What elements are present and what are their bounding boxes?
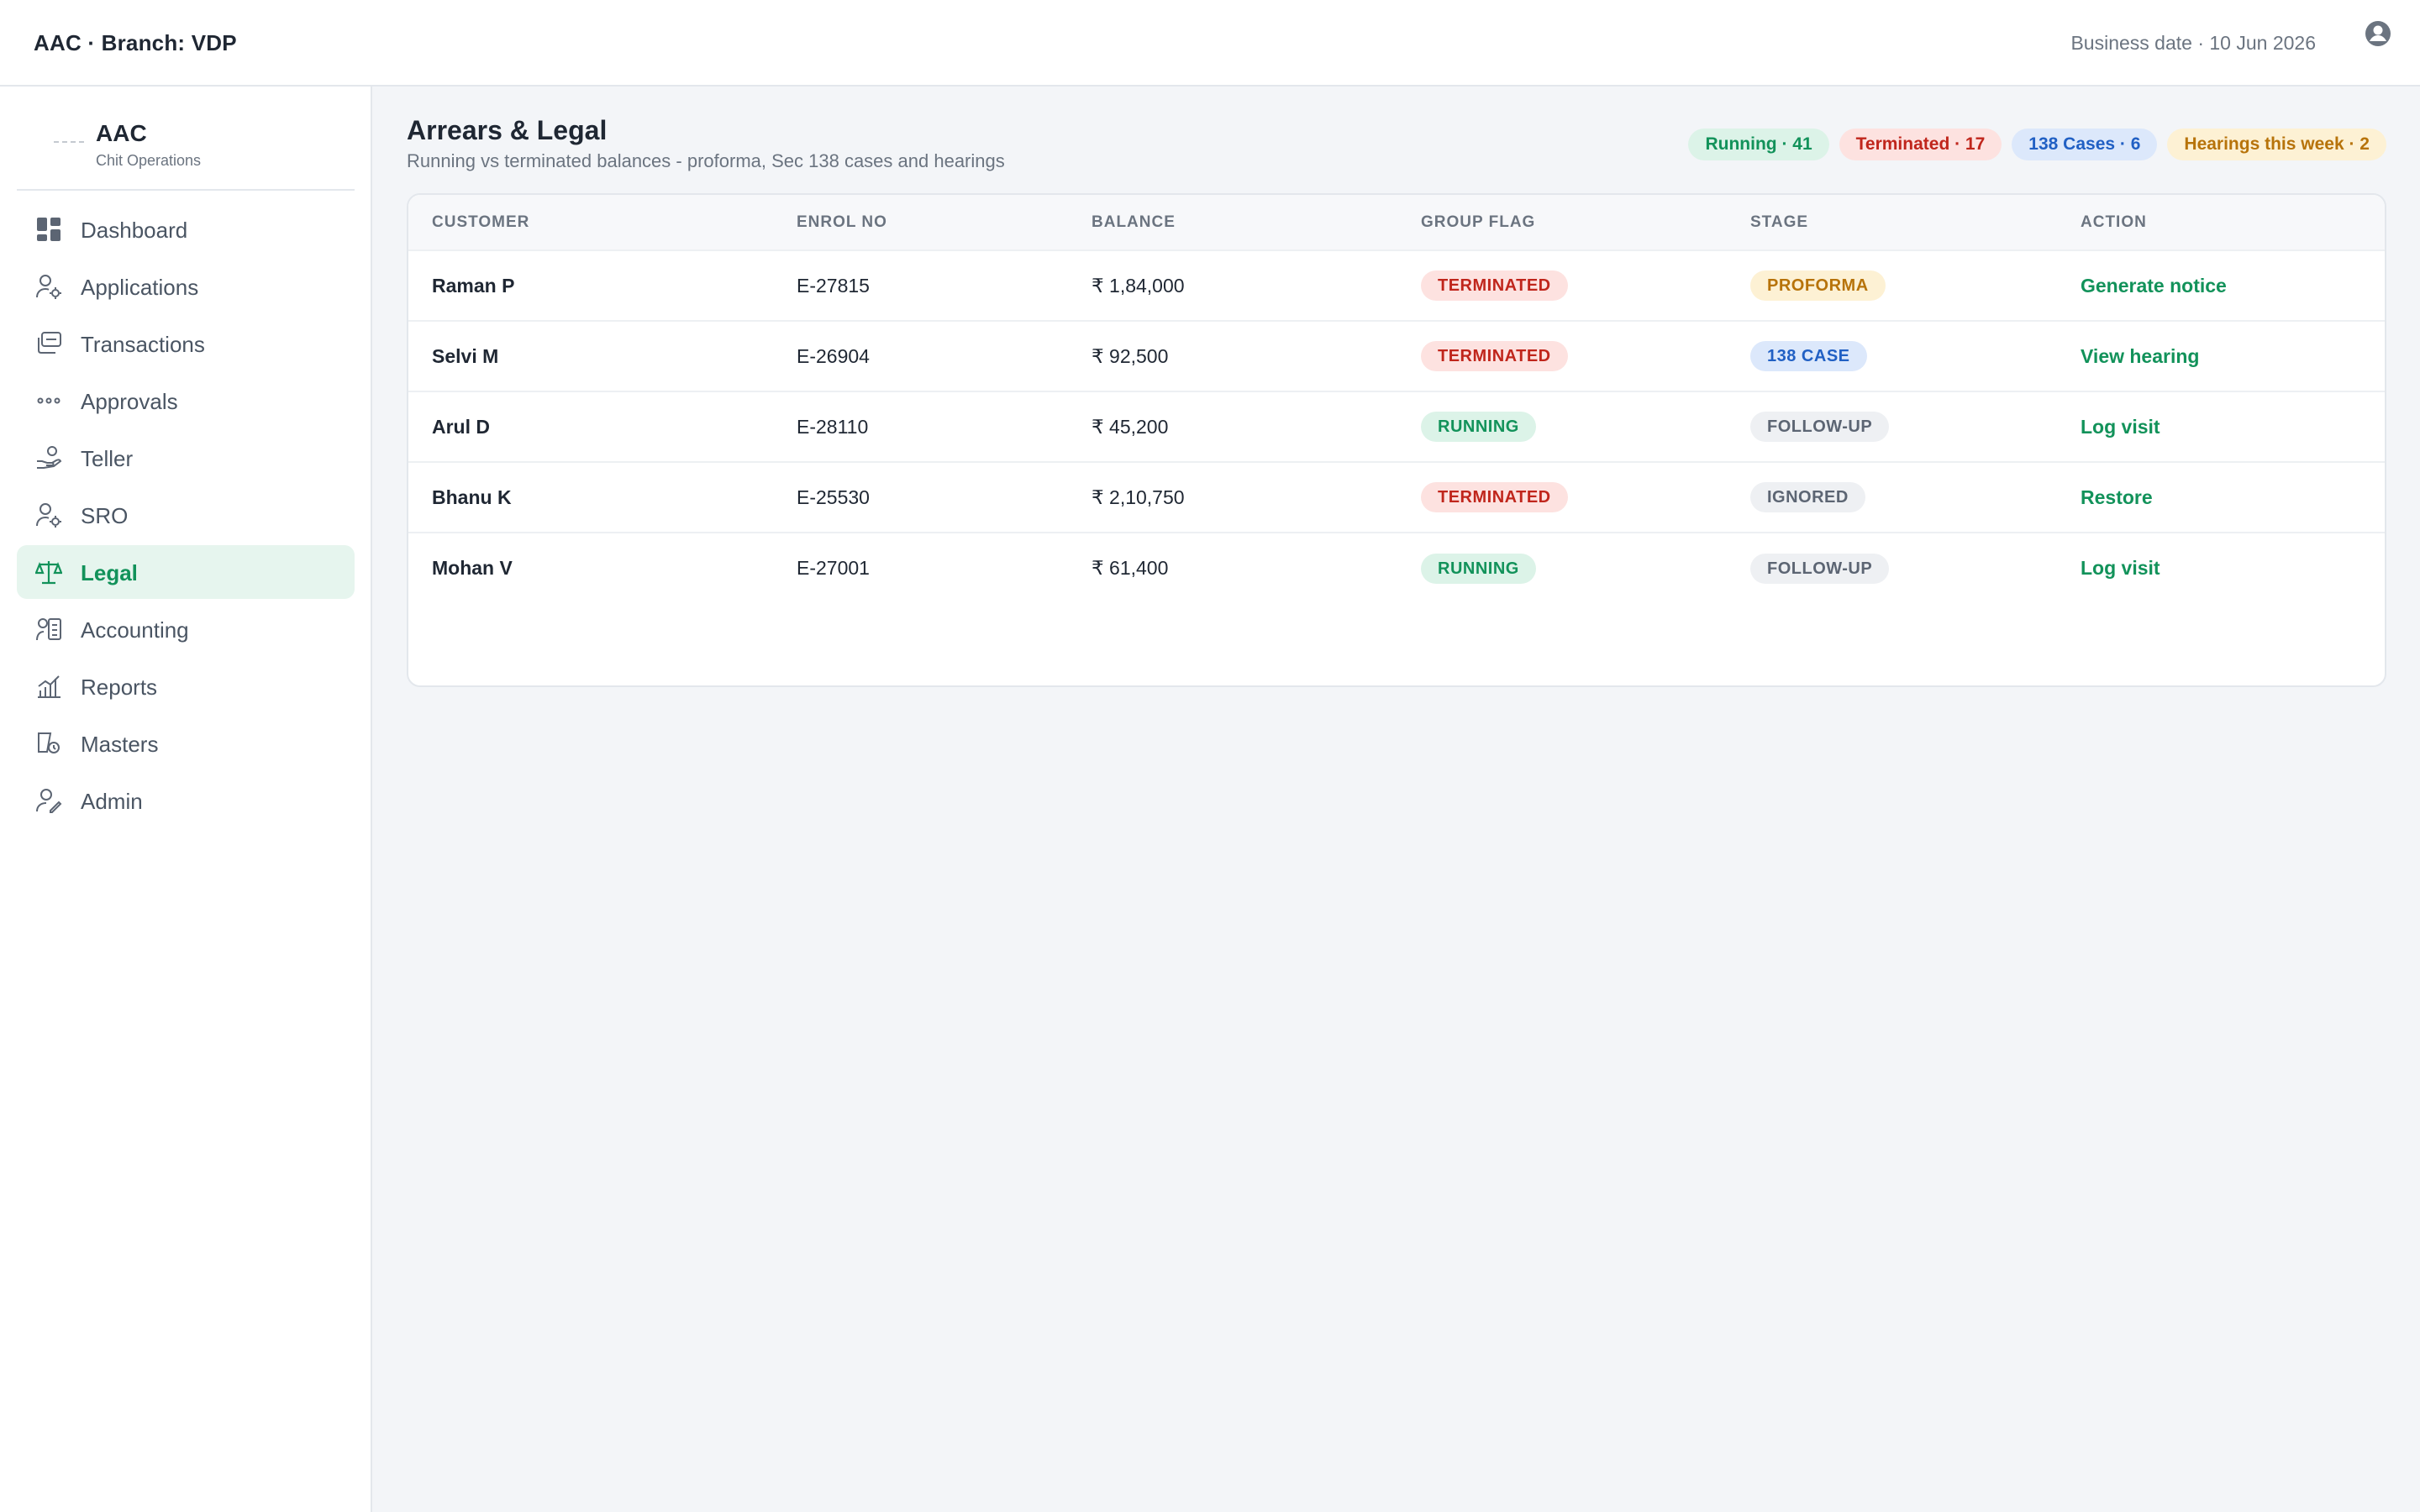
enrol-no: E-27815 xyxy=(797,274,870,297)
sidebar-item-label: Admin xyxy=(81,789,143,814)
table-row: Bhanu K E-25530 ₹ 2,10,750 TERMINATED IG… xyxy=(408,462,2385,533)
sidebar-item-label: Reports xyxy=(81,675,158,700)
chip-terminated: Terminated · 17 xyxy=(1839,129,2002,160)
dashboard-grid-icon xyxy=(37,218,60,241)
stage-badge: FOLLOW-UP xyxy=(1750,553,1890,584)
sidebar-nav: Dashboard Applications Transactions xyxy=(17,202,355,831)
log-visit-link[interactable]: Log visit xyxy=(2081,415,2160,438)
sidebar-item-dashboard[interactable]: Dashboard xyxy=(17,202,355,256)
enrol-no: E-27001 xyxy=(797,557,870,579)
balance: ₹ 61,400 xyxy=(1092,557,1169,579)
enrol-no: E-26904 xyxy=(797,344,870,367)
table-row: Mohan V E-27001 ₹ 61,400 RUNNING FOLLOW-… xyxy=(408,533,2385,603)
user-gear-icon xyxy=(36,503,61,528)
user-admin-icon xyxy=(36,789,62,813)
sidebar-item-legal[interactable]: Legal xyxy=(17,545,355,599)
group-flag-badge: RUNNING xyxy=(1421,553,1536,584)
table-header-row: CUSTOMER ENROL NO BALANCE GROUP FLAG STA… xyxy=(408,195,2385,250)
arrears-table: CUSTOMER ENROL NO BALANCE GROUP FLAG STA… xyxy=(408,195,2385,603)
hand-coin-icon xyxy=(37,446,62,469)
view-hearing-link[interactable]: View hearing xyxy=(2081,344,2200,367)
business-date: Business date · 10 Jun 2026 xyxy=(2070,32,2316,54)
sidebar-item-label: Dashboard xyxy=(81,218,188,243)
sidebar: AAC Chit Operations Dashboard Applicatio… xyxy=(0,87,372,1512)
sidebar-item-label: Approvals xyxy=(81,389,178,414)
table-row: Arul D E-28110 ₹ 45,200 RUNNING FOLLOW-U… xyxy=(408,391,2385,462)
sidebar-item-approvals[interactable]: Approvals xyxy=(17,374,355,428)
sidebar-item-accounting[interactable]: Accounting xyxy=(17,602,355,656)
sidebar-item-transactions[interactable]: Transactions xyxy=(17,317,355,370)
column-header-balance[interactable]: BALANCE xyxy=(1092,213,1176,231)
page-subtitle: Running vs terminated balances - proform… xyxy=(407,150,1005,171)
user-circle-icon[interactable] xyxy=(2363,18,2393,49)
column-header-group-flag[interactable]: GROUP FLAG xyxy=(1421,213,1536,231)
column-header-stage[interactable]: STAGE xyxy=(1750,213,1809,231)
arrears-table-card: CUSTOMER ENROL NO BALANCE GROUP FLAG STA… xyxy=(407,193,2386,687)
sidebar-item-label: Applications xyxy=(81,275,199,300)
transactions-icon xyxy=(38,332,61,354)
balance: ₹ 45,200 xyxy=(1092,415,1169,438)
customer-name: Raman P xyxy=(432,274,515,297)
ledger-icon xyxy=(36,618,61,641)
bar-chart-icon xyxy=(38,675,60,698)
sidebar-item-label: Legal xyxy=(81,560,138,585)
sidebar-item-reports[interactable]: Reports xyxy=(17,659,355,713)
enrol-no: E-25530 xyxy=(797,486,870,508)
column-header-customer[interactable]: CUSTOMER xyxy=(432,213,530,231)
chip-hearings: Hearings this week · 2 xyxy=(2167,129,2386,160)
chip-running: Running · 41 xyxy=(1688,129,1829,160)
column-header-enrol-no[interactable]: ENROL NO xyxy=(797,213,887,231)
brand-name: AAC xyxy=(96,120,147,146)
sidebar-item-label: Accounting xyxy=(81,617,189,643)
dots-icon xyxy=(37,397,60,404)
brand-subtitle: Chit Operations xyxy=(96,152,202,169)
table-row: Raman P E-27815 ₹ 1,84,000 TERMINATED PR… xyxy=(408,250,2385,321)
stage-badge: IGNORED xyxy=(1750,482,1865,512)
stage-badge: 138 CASE xyxy=(1750,341,1867,371)
column-header-action: ACTION xyxy=(2081,213,2147,231)
brand: AAC Chit Operations xyxy=(17,117,355,191)
logo-icon xyxy=(54,141,84,143)
balance: ₹ 1,84,000 xyxy=(1092,274,1185,297)
stage-badge: PROFORMA xyxy=(1750,270,1886,301)
customer-name: Arul D xyxy=(432,415,490,438)
sidebar-item-label: Transactions xyxy=(81,332,205,357)
sidebar-item-label: Masters xyxy=(81,732,159,757)
restore-link[interactable]: Restore xyxy=(2081,486,2153,508)
page-title: Arrears & Legal xyxy=(407,115,608,145)
sidebar-item-admin[interactable]: Admin xyxy=(17,774,355,827)
summary-chips: Running · 41 Terminated · 17 138 Cases ·… xyxy=(1688,129,2386,160)
top-bar: AAC · Branch: VDP Business date · 10 Jun… xyxy=(0,0,2420,87)
log-visit-link[interactable]: Log visit xyxy=(2081,557,2160,579)
sidebar-item-masters[interactable]: Masters xyxy=(17,717,355,770)
group-flag-badge: TERMINATED xyxy=(1421,270,1568,301)
sidebar-item-applications[interactable]: Applications xyxy=(17,260,355,313)
customer-name: Bhanu K xyxy=(432,486,512,508)
table-row: Selvi M E-26904 ₹ 92,500 TERMINATED 138 … xyxy=(408,321,2385,391)
scale-icon xyxy=(35,561,62,585)
main-content: Arrears & Legal Running vs terminated ba… xyxy=(372,87,2420,1512)
generate-notice-link[interactable]: Generate notice xyxy=(2081,274,2227,297)
sidebar-item-label: Teller xyxy=(81,446,134,471)
sidebar-item-teller[interactable]: Teller xyxy=(17,431,355,485)
chip-138-cases: 138 Cases · 6 xyxy=(2012,129,2158,160)
sidebar-item-label: SRO xyxy=(81,503,129,528)
customer-name: Selvi M xyxy=(432,344,499,367)
sidebar-item-sro[interactable]: SRO xyxy=(17,488,355,542)
group-flag-badge: TERMINATED xyxy=(1421,482,1568,512)
stage-badge: FOLLOW-UP xyxy=(1750,412,1890,442)
app-title: AAC · Branch: VDP xyxy=(34,30,237,55)
user-gear-icon xyxy=(36,275,61,299)
balance: ₹ 2,10,750 xyxy=(1092,486,1185,508)
enrol-no: E-28110 xyxy=(797,415,869,438)
group-flag-badge: RUNNING xyxy=(1421,412,1536,442)
masters-icon xyxy=(38,732,60,753)
balance: ₹ 92,500 xyxy=(1092,344,1169,367)
customer-name: Mohan V xyxy=(432,557,513,579)
group-flag-badge: TERMINATED xyxy=(1421,341,1568,371)
